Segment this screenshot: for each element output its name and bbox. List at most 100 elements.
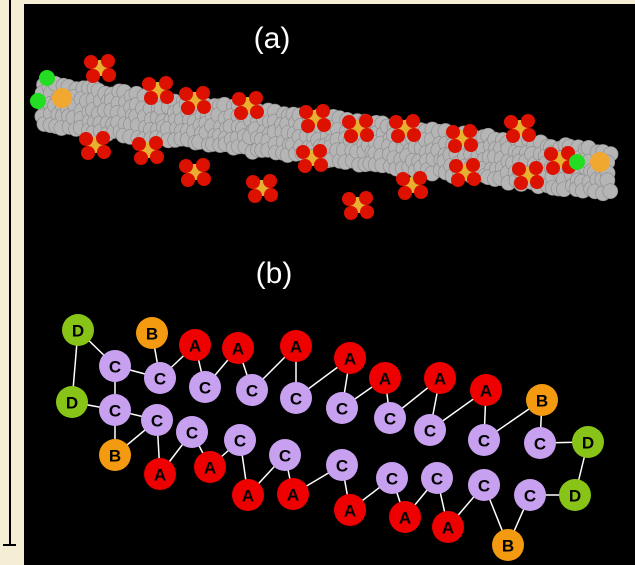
bead-label: C <box>431 470 443 489</box>
atom <box>52 88 72 108</box>
bead-label: A <box>290 338 302 357</box>
atom <box>197 172 211 186</box>
atom <box>342 115 356 129</box>
atom <box>196 86 210 100</box>
atom <box>97 145 111 159</box>
atom <box>530 175 544 189</box>
atom <box>360 128 374 142</box>
atom <box>181 101 195 115</box>
bead-label: A <box>480 382 492 401</box>
bead-label: C <box>478 477 490 496</box>
atom <box>30 93 46 109</box>
bead-label: C <box>534 435 546 454</box>
atom <box>317 118 331 132</box>
atom <box>449 159 463 173</box>
page: DBAAAAAAABDCCCCCCCCCCDCCBCCAACCAAACCCAAC… <box>0 0 635 565</box>
bead-label: A <box>154 466 166 485</box>
bead-label: C <box>109 402 121 421</box>
bead-label: C <box>336 400 348 419</box>
bead-label: A <box>232 340 244 359</box>
atom <box>263 174 277 188</box>
atom <box>398 186 412 200</box>
bead-label: C <box>154 370 166 389</box>
atom <box>159 76 173 90</box>
atom <box>446 125 460 139</box>
bead-label: D <box>582 434 594 453</box>
atom <box>313 144 327 158</box>
atom <box>179 87 193 101</box>
atom <box>521 114 535 128</box>
atom <box>232 92 246 106</box>
atom <box>249 91 263 105</box>
atom <box>413 171 427 185</box>
atom <box>296 145 310 159</box>
bead-label: A <box>379 370 391 389</box>
atom <box>246 175 260 189</box>
atom <box>389 115 403 129</box>
atom <box>360 205 374 219</box>
bead-label: B <box>146 325 158 344</box>
atom <box>142 77 156 91</box>
bead-label: C <box>336 457 348 476</box>
atom <box>448 139 462 153</box>
atom <box>504 115 518 129</box>
bead-label: A <box>344 350 356 369</box>
bead-label: C <box>186 424 198 443</box>
bead-label: D <box>72 322 84 341</box>
bead-label: A <box>189 337 201 356</box>
bead-label: C <box>478 432 490 451</box>
bead-label: C <box>424 422 436 441</box>
atom <box>590 152 610 172</box>
atom <box>144 91 158 105</box>
atom <box>264 188 278 202</box>
bead-label: C <box>386 470 398 489</box>
atom <box>512 162 526 176</box>
bead-label: C <box>109 358 121 377</box>
atom <box>234 106 248 120</box>
bead-label: A <box>287 486 299 505</box>
atom <box>342 192 356 206</box>
atom <box>86 69 100 83</box>
atom <box>181 173 195 187</box>
atom <box>506 129 520 143</box>
atom <box>79 132 93 146</box>
atom <box>101 54 115 68</box>
atom <box>149 136 163 150</box>
atom <box>359 191 373 205</box>
atom <box>96 131 110 145</box>
atom <box>316 104 330 118</box>
atom <box>603 184 618 199</box>
bead-label: B <box>536 392 548 411</box>
bead-label: C <box>234 432 246 451</box>
figure: DBAAAAAAABDCCCCCCCCCCDCCBCCAACCAAACCCAAC… <box>0 0 635 565</box>
atom <box>196 158 210 172</box>
atom <box>414 185 428 199</box>
bead-label: A <box>442 519 454 538</box>
bead-label: D <box>569 487 581 506</box>
atom <box>134 151 148 165</box>
atom <box>314 158 328 172</box>
bead-label: C <box>246 382 258 401</box>
atom <box>132 137 146 151</box>
atom <box>179 159 193 173</box>
atom <box>514 176 528 190</box>
atom <box>546 161 560 175</box>
panel-label: (b) <box>256 257 293 290</box>
bead-label: C <box>279 447 291 466</box>
bead-label: C <box>384 410 396 429</box>
atom <box>407 128 421 142</box>
atom <box>250 105 264 119</box>
atom <box>529 161 543 175</box>
atom <box>463 124 477 138</box>
bead-label: C <box>151 412 163 431</box>
atom <box>248 189 262 203</box>
bead-label: A <box>242 487 254 506</box>
bead-label: B <box>109 447 121 466</box>
atom <box>197 100 211 114</box>
bead-label: A <box>434 370 446 389</box>
atom <box>451 173 465 187</box>
atom <box>81 146 95 160</box>
atom <box>464 138 478 152</box>
atom <box>391 129 405 143</box>
atom <box>150 150 164 164</box>
